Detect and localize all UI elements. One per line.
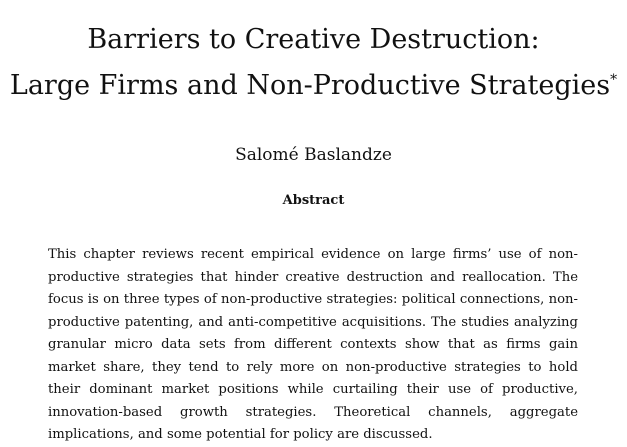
paper-title: Barriers to Creative Destruction: Large … (0, 20, 627, 106)
abstract-heading: Abstract (282, 193, 345, 208)
title-line-1: Barriers to Creative Destruction: (87, 24, 540, 55)
author: Salomé Baslandze (235, 145, 392, 165)
footnote-mark[interactable]: * (610, 72, 618, 88)
title-line-2-text: Large Firms and Non-Productive Strategie… (9, 70, 611, 101)
abstract-text: This chapter reviews recent empirical ev… (48, 247, 578, 442)
title-line-2: Large Firms and Non-Productive Strategie… (0, 60, 627, 106)
